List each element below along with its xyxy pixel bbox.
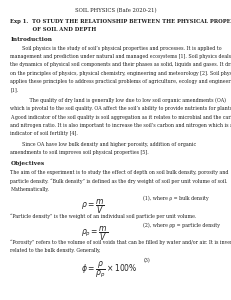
Text: the dynamics of physical soil components and their phases as solid, liquids and : the dynamics of physical soil components… (10, 62, 231, 68)
Text: The aim of the experiment is to study the effect of depth on soil bulk density, : The aim of the experiment is to study th… (10, 170, 229, 175)
Text: (1), where ρ = bulk density: (1), where ρ = bulk density (143, 196, 209, 202)
Text: “Particle density” is the weight of an individual soil particle per unit volume.: “Particle density” is the weight of an i… (10, 214, 197, 219)
Text: “Porosity” refers to the volume of soil voids that can be filled by water and/or: “Porosity” refers to the volume of soil … (10, 240, 231, 245)
Text: The quality of dry land is generally low due to low soil organic amendments (OA): The quality of dry land is generally low… (10, 98, 226, 103)
Text: A good indicator of the soil quality is soil aggregation as it relates to microb: A good indicator of the soil quality is … (10, 115, 231, 120)
Text: OF SOIL AND DEPTH: OF SOIL AND DEPTH (10, 27, 97, 32)
Text: which is pivotal to the soil quality. OA affect the soil’s ability to provide nu: which is pivotal to the soil quality. OA… (10, 106, 231, 111)
Text: [1].: [1]. (10, 88, 19, 93)
Text: and nitrogen ratio. It is also important to increase the soil’s carbon and nitro: and nitrogen ratio. It is also important… (10, 123, 231, 128)
Text: on the principles of physics, physical chemistry, engineering and meteorology [2: on the principles of physics, physical c… (10, 71, 231, 76)
Text: applies these principles to address practical problems of agriculture, ecology a: applies these principles to address prac… (10, 79, 231, 84)
Text: related to the bulk density. Generally,: related to the bulk density. Generally, (10, 248, 101, 253)
Text: Since OA have low bulk density and higher porosity, addition of organic: Since OA have low bulk density and highe… (10, 142, 197, 147)
Text: (2), where ρp = particle density: (2), where ρp = particle density (143, 223, 220, 228)
Text: Mathematically,: Mathematically, (10, 187, 49, 192)
Text: management and prediction under natural and managed ecosystems [1]. Soil physics: management and prediction under natural … (10, 54, 231, 59)
Text: SOIL PHYSICS (Bafe 2020-21): SOIL PHYSICS (Bafe 2020-21) (75, 8, 156, 14)
Text: (3): (3) (143, 258, 150, 263)
Text: $\rho_p = \dfrac{m}{V}$: $\rho_p = \dfrac{m}{V}$ (81, 224, 108, 243)
Text: Objectives: Objectives (10, 161, 45, 166)
Text: Introduction: Introduction (10, 37, 52, 42)
Text: $\rho = \dfrac{m}{V}$: $\rho = \dfrac{m}{V}$ (81, 198, 104, 216)
Text: indicator of soil fertility [4].: indicator of soil fertility [4]. (10, 131, 78, 136)
Text: Exp 1.  TO STUDY THE RELATIONSHIP BETWEEN THE PHYSICAL PROPERTIES: Exp 1. TO STUDY THE RELATIONSHIP BETWEEN… (10, 19, 231, 24)
Text: $\phi = \dfrac{\rho}{\rho_p} \times 100\%$: $\phi = \dfrac{\rho}{\rho_p} \times 100\… (81, 260, 137, 280)
Text: particle density. “Bulk density” is defined as the dry weight of soil per unit v: particle density. “Bulk density” is defi… (10, 178, 228, 184)
Text: Soil physics is the study of soil’s physical properties and processes. It is app: Soil physics is the study of soil’s phys… (10, 46, 222, 51)
Text: amendments to soil improves soil physical properties [5].: amendments to soil improves soil physica… (10, 150, 149, 155)
